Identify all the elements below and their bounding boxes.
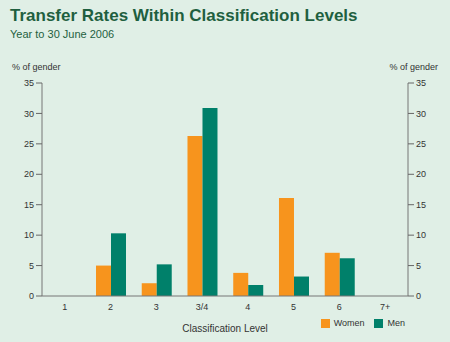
- html-text:Transfer Rates Within Classifi: Transfer Rates Within Classification Lev…: [10, 6, 358, 25]
- svg-text:35: 35: [24, 78, 34, 88]
- svg-text:10: 10: [416, 230, 426, 240]
- svg-text:Classification Level: Classification Level: [182, 323, 268, 334]
- svg-text:2: 2: [108, 302, 113, 312]
- svg-text:5: 5: [29, 261, 34, 271]
- svg-text:25: 25: [416, 139, 426, 149]
- svg-text:20: 20: [416, 169, 426, 179]
- svg-text:15: 15: [24, 200, 34, 210]
- svg-text:0: 0: [29, 291, 34, 301]
- svg-text:35: 35: [416, 78, 426, 88]
- html-text:Year to 30 June 2006: Year to 30 June 2006: [10, 28, 115, 40]
- svg-text:10: 10: [24, 230, 34, 240]
- svg-text:1: 1: [62, 302, 67, 312]
- svg-text:4: 4: [245, 302, 250, 312]
- html-text:% of gender: % of gender: [389, 62, 438, 72]
- svg-text:5: 5: [416, 261, 421, 271]
- svg-text:20: 20: [24, 169, 34, 179]
- svg-text:30: 30: [416, 109, 426, 119]
- html-text:% of gender: % of gender: [12, 62, 61, 72]
- svg-text:15: 15: [416, 200, 426, 210]
- html-text:Women: Women: [333, 318, 365, 328]
- html-text:Men: Men: [387, 318, 405, 328]
- svg-text:3/4: 3/4: [196, 302, 209, 312]
- svg-text:30: 30: [24, 109, 34, 119]
- svg-text:0: 0: [416, 291, 421, 301]
- svg-text:7+: 7+: [380, 302, 390, 312]
- svg-text:3: 3: [154, 302, 159, 312]
- svg-text:6: 6: [337, 302, 342, 312]
- svg-text:25: 25: [24, 139, 34, 149]
- svg-text:5: 5: [291, 302, 296, 312]
